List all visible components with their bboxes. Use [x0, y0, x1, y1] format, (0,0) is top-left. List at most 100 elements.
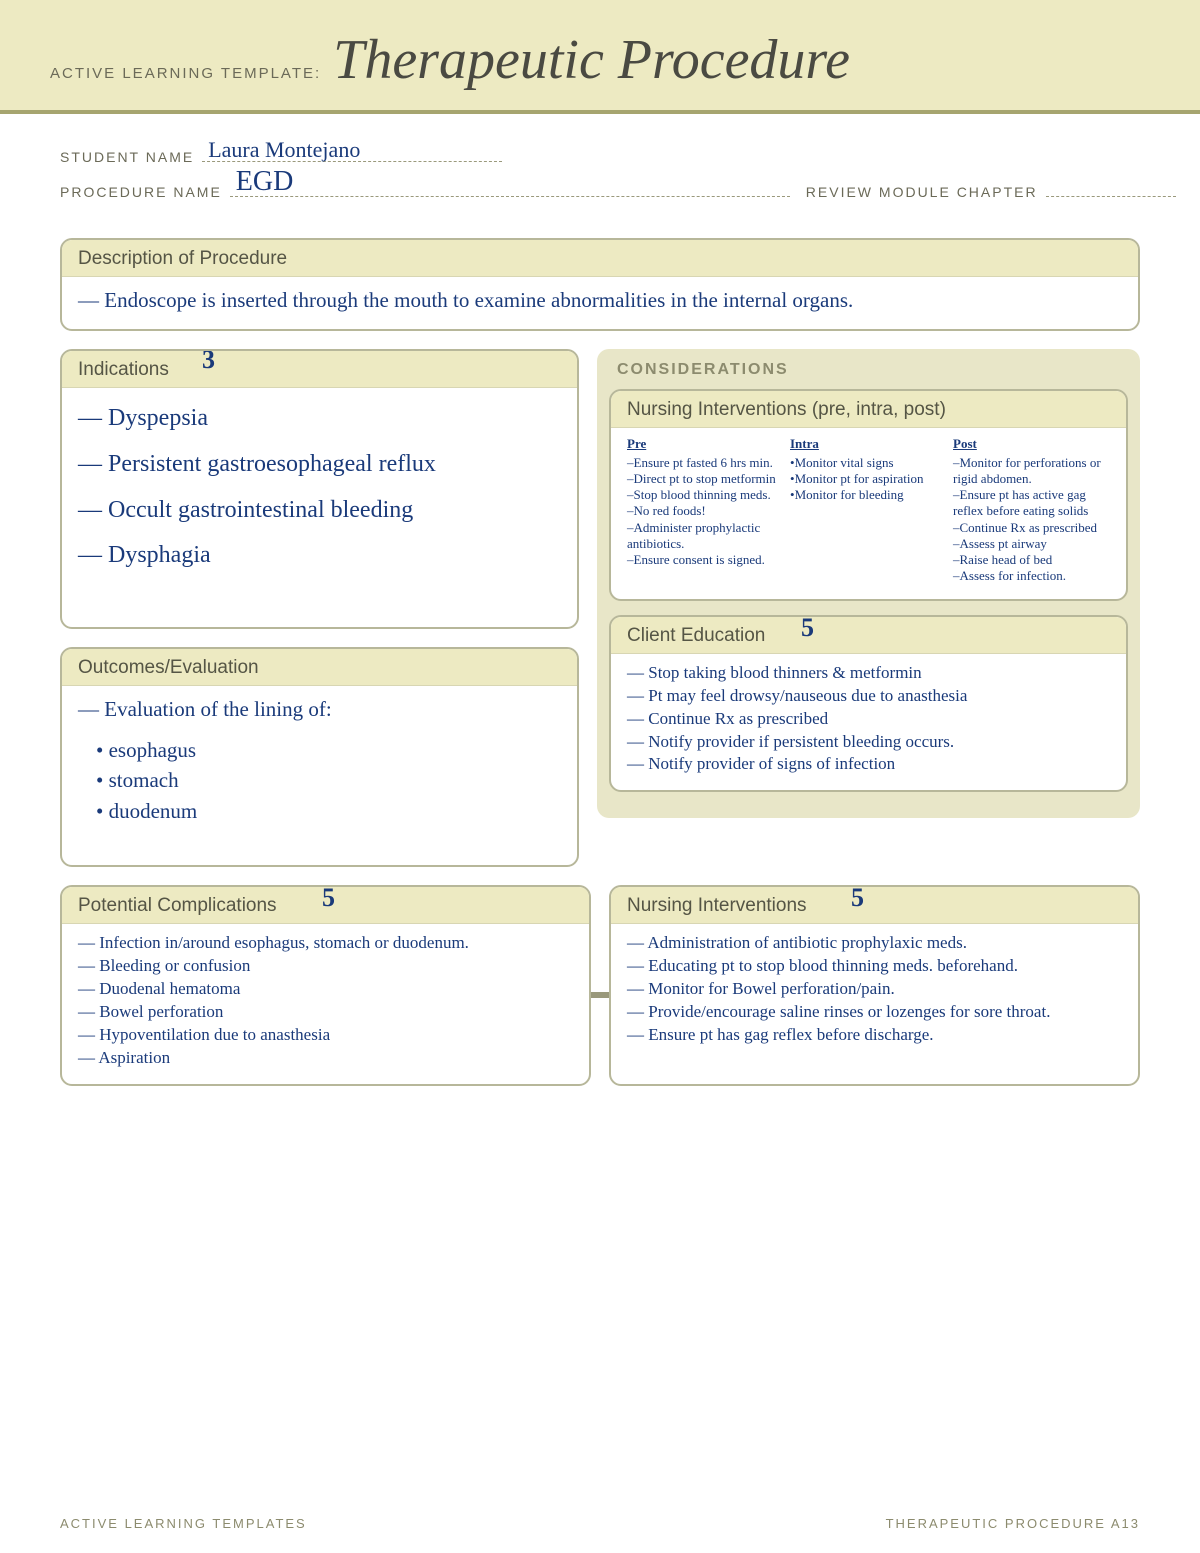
footer-right: THERAPEUTIC PROCEDURE A13	[886, 1516, 1140, 1531]
outcomes-lead: — Evaluation of the lining of:	[78, 694, 561, 724]
complications-count: 5	[322, 885, 335, 913]
footer-left: ACTIVE LEARNING TEMPLATES	[60, 1516, 307, 1531]
post-item: –Monitor for perforations or rigid abdom…	[953, 455, 1110, 488]
indications-title: Indications	[78, 359, 169, 380]
nursing-int2-item: Provide/encourage saline rinses or lozen…	[627, 1001, 1122, 1024]
indications-header: Indications 3	[62, 351, 577, 388]
description-body: — Endoscope is inserted through the mout…	[62, 277, 1138, 329]
pre-head: Pre	[627, 436, 784, 452]
intra-col: Intra •Monitor vital signs •Monitor pt f…	[790, 436, 947, 584]
indication-item: Dyspepsia	[78, 396, 561, 442]
content: Description of Procedure — Endoscope is …	[0, 220, 1200, 1104]
header-fields: STUDENT NAME Laura Montejano PROCEDURE N…	[0, 114, 1200, 220]
nursing-int2-title: Nursing Interventions	[627, 895, 807, 916]
intra-item: •Monitor for bleeding	[790, 487, 947, 503]
intra-item: •Monitor vital signs	[790, 455, 947, 471]
outcome-item: stomach	[96, 765, 561, 795]
client-ed-item: Stop taking blood thinners & metformin	[627, 662, 1110, 685]
nursing-int-nums: 5 3 5	[902, 389, 1086, 395]
row-complications-nursing: Potential Complications 5 Infection in/a…	[60, 885, 1140, 1104]
post-item: –Ensure pt has active gag reflex before …	[953, 487, 1110, 520]
client-education-box: Client Education 5 Stop taking blood thi…	[609, 615, 1128, 793]
top-banner: ACTIVE LEARNING TEMPLATE: Therapeutic Pr…	[0, 0, 1200, 114]
student-row: STUDENT NAME Laura Montejano	[60, 140, 1140, 165]
pre-item: –Ensure pt fasted 6 hrs min.	[627, 455, 784, 471]
description-title: Description of Procedure	[62, 240, 1138, 277]
intra-item: •Monitor pt for aspiration	[790, 471, 947, 487]
complications-title: Potential Complications	[78, 895, 277, 916]
description-box: Description of Procedure — Endoscope is …	[60, 238, 1140, 331]
nursing-int2-count: 5	[851, 885, 864, 913]
footer: ACTIVE LEARNING TEMPLATES THERAPEUTIC PR…	[60, 1516, 1140, 1531]
student-label: STUDENT NAME	[60, 149, 194, 165]
indication-item: Persistent gastroesophageal reflux	[78, 442, 561, 488]
considerations-panel: CONSIDERATIONS Nursing Interventions (pr…	[597, 349, 1140, 818]
nursing-int-body: Pre –Ensure pt fasted 6 hrs min. –Direct…	[611, 428, 1126, 598]
pre-item: –Stop blood thinning meds.	[627, 487, 784, 503]
complications-header: Potential Complications 5	[62, 887, 589, 924]
nursing-int-header: Nursing Interventions (pre, intra, post)…	[611, 391, 1126, 428]
pre-col: Pre –Ensure pt fasted 6 hrs min. –Direct…	[627, 436, 784, 584]
client-ed-item: Continue Rx as prescribed	[627, 708, 1110, 731]
nursing-int-columns: Pre –Ensure pt fasted 6 hrs min. –Direct…	[627, 436, 1110, 584]
client-ed-item: Notify provider if persistent bleeding o…	[627, 731, 1110, 754]
review-label: REVIEW MODULE CHAPTER	[806, 184, 1038, 200]
outcomes-title: Outcomes/Evaluation	[62, 649, 577, 686]
nursing-interventions2-box: Nursing Interventions 5 Administration o…	[609, 885, 1140, 1086]
box-connector	[591, 992, 609, 998]
complication-item: Aspiration	[78, 1047, 573, 1070]
client-ed-item: Notify provider of signs of infection	[627, 753, 1110, 776]
client-ed-item: Pt may feel drowsy/nauseous due to anast…	[627, 685, 1110, 708]
post-item: –Continue Rx as prescribed	[953, 520, 1110, 536]
client-ed-list: Stop taking blood thinners & metformin P…	[627, 662, 1110, 777]
nursing-int2-item: Educating pt to stop blood thinning meds…	[627, 955, 1122, 978]
complication-item: Hypoventilation due to anasthesia	[78, 1024, 573, 1047]
pre-item: –Direct pt to stop metformin	[627, 471, 784, 487]
indications-count: 3	[202, 349, 215, 375]
banner-title: Therapeutic Procedure	[333, 28, 850, 92]
student-value: Laura Montejano	[208, 137, 360, 163]
indication-item: Occult gastrointestinal bleeding	[78, 488, 561, 534]
post-head: Post	[953, 436, 1110, 452]
post-item: –Assess pt airway	[953, 536, 1110, 552]
client-ed-body: Stop taking blood thinners & metformin P…	[611, 654, 1126, 791]
post-col: Post –Monitor for perforations or rigid …	[953, 436, 1110, 584]
indications-list: Dyspepsia Persistent gastroesophageal re…	[78, 396, 561, 578]
outcomes-body: — Evaluation of the lining of: esophagus…	[62, 686, 577, 840]
intra-head: Intra	[790, 436, 947, 452]
procedure-value: EGD	[236, 166, 294, 198]
col-left: Indications 3 Dyspepsia Persistent gastr…	[60, 349, 579, 885]
indication-item: Dysphagia	[78, 533, 561, 579]
nursing-interventions-box: Nursing Interventions (pre, intra, post)…	[609, 389, 1128, 600]
outcome-item: duodenum	[96, 796, 561, 826]
banner-prefix: ACTIVE LEARNING TEMPLATE:	[50, 65, 321, 82]
pre-item: –No red foods!	[627, 503, 784, 519]
student-line: Laura Montejano	[202, 140, 502, 162]
nursing-int2-header: Nursing Interventions 5	[611, 887, 1138, 924]
complications-body: Infection in/around esophagus, stomach o…	[62, 924, 589, 1084]
outcomes-list: esophagus stomach duodenum	[78, 735, 561, 826]
procedure-row: PROCEDURE NAME EGD REVIEW MODULE CHAPTER	[60, 175, 1140, 200]
outcome-item: esophagus	[96, 735, 561, 765]
client-ed-title: Client Education	[627, 625, 765, 646]
indications-body: Dyspepsia Persistent gastroesophageal re…	[62, 388, 577, 592]
post-item: –Assess for infection.	[953, 568, 1110, 584]
complication-item: Bowel perforation	[78, 1001, 573, 1024]
considerations-heading: CONSIDERATIONS	[609, 359, 1128, 389]
complication-item: Infection in/around esophagus, stomach o…	[78, 932, 573, 955]
post-item: –Raise head of bed	[953, 552, 1110, 568]
nursing-int2-body: Administration of antibiotic prophylaxic…	[611, 924, 1138, 1061]
client-ed-count: 5	[801, 615, 814, 643]
client-ed-header: Client Education 5	[611, 617, 1126, 654]
outcomes-box: Outcomes/Evaluation — Evaluation of the …	[60, 647, 579, 867]
row-indications-considerations: Indications 3 Dyspepsia Persistent gastr…	[60, 349, 1140, 885]
complication-item: Bleeding or confusion	[78, 955, 573, 978]
nursing-int2-item: Ensure pt has gag reflex before discharg…	[627, 1024, 1122, 1047]
nursing-int2-list: Administration of antibiotic prophylaxic…	[627, 932, 1122, 1047]
nursing-int2-item: Administration of antibiotic prophylaxic…	[627, 932, 1122, 955]
review-line	[1046, 175, 1176, 197]
pre-item: –Ensure consent is signed.	[627, 552, 784, 568]
nursing-int-title: Nursing Interventions (pre, intra, post)	[627, 399, 946, 420]
pre-item: –Administer prophylactic antibiotics.	[627, 520, 784, 553]
procedure-label: PROCEDURE NAME	[60, 184, 222, 200]
